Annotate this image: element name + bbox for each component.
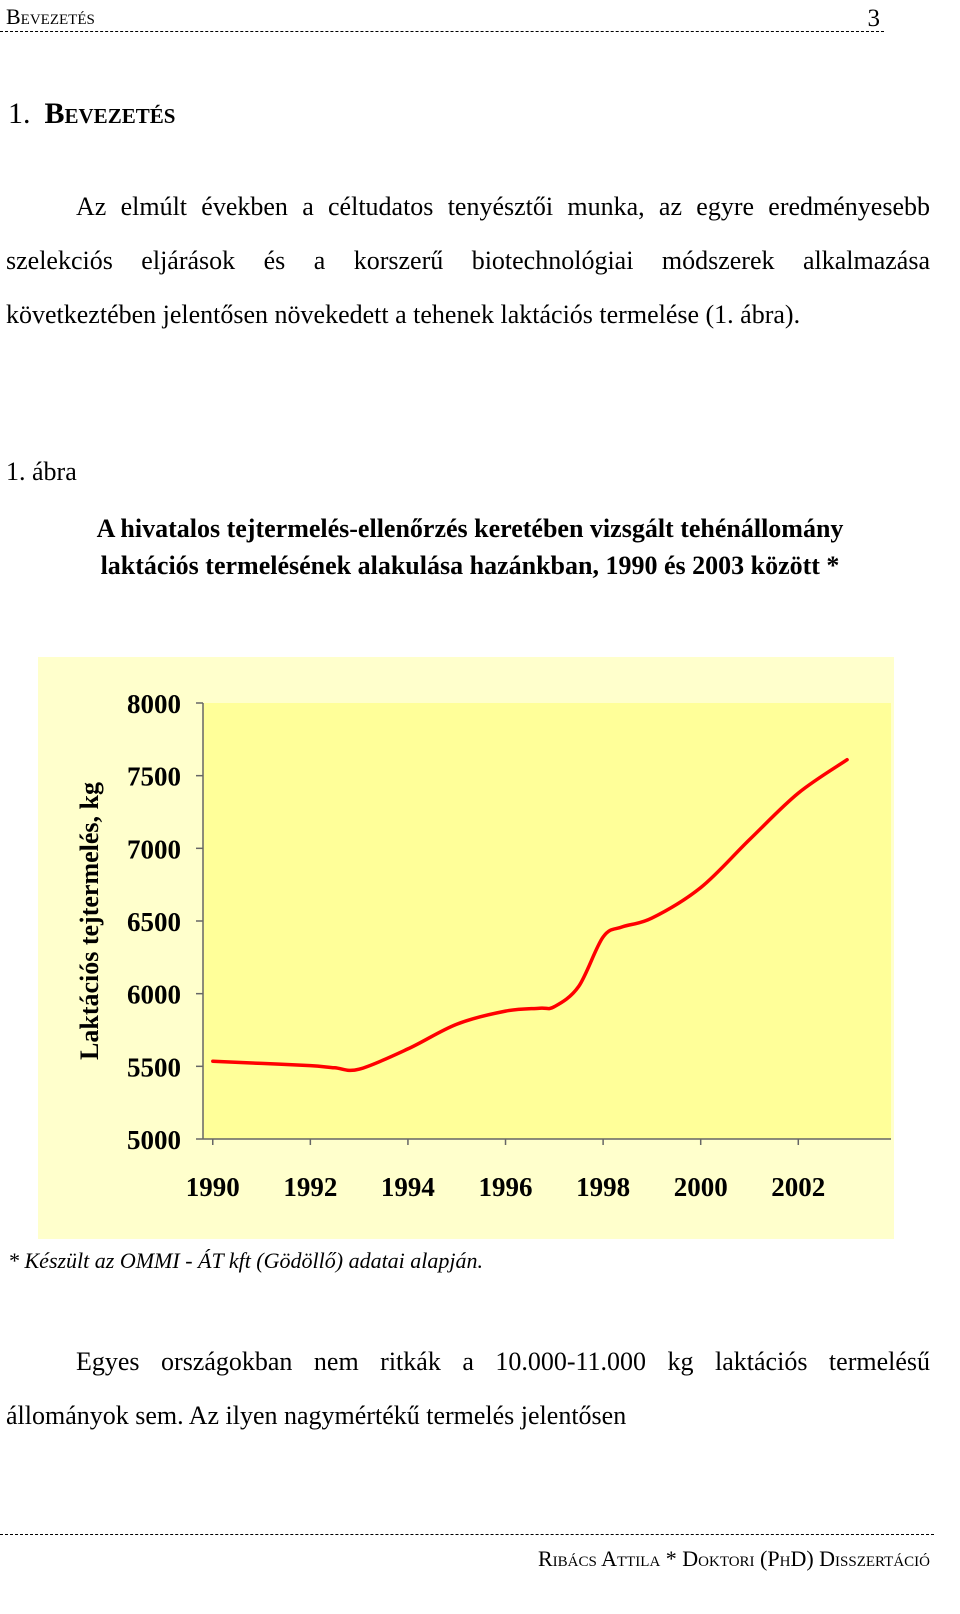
line-chart: 5000 5500 6000 6500 7000 7500 8000 1990 1992 1994…: [75, 689, 891, 1202]
x-tick-label: 1998: [576, 1172, 630, 1202]
x-tick-label: 1994: [381, 1172, 435, 1202]
intro-paragraph: Az elmúlt években a céltudatos tenyésztő…: [6, 180, 930, 342]
page-number: 3: [867, 5, 881, 32]
figure-caption-line-2: laktációs termelésének alakulása hazánkb…: [100, 551, 840, 580]
running-head-section: Bevezetés: [6, 4, 95, 29]
running-head: Bevezetés 3: [6, 2, 886, 32]
chapter-title-text: Bevezetés: [44, 97, 176, 130]
x-tick-label: 2002: [771, 1172, 825, 1202]
series-line: [211, 757, 849, 1073]
x-tick-label: 1990: [186, 1172, 240, 1202]
header-divider: [0, 31, 884, 32]
x-tick-label: 1992: [283, 1172, 337, 1202]
footer-divider: [0, 1534, 934, 1535]
plot-background: [203, 703, 891, 1139]
footer-text: Ribács Attila * Doktori (PhD) Disszertác…: [537, 1546, 930, 1571]
figure-footnote: * Készült az OMMI - ÁT kft (Gödöllő) ada…: [8, 1248, 484, 1273]
figure-caption-line-1: A hivatalos tejtermelés-ellenőrzés keret…: [96, 514, 844, 543]
intro-paragraph-text: Az elmúlt években a céltudatos tenyésztő…: [6, 192, 930, 329]
second-paragraph-text: Egyes országokban nem ritkák a 10.000-11…: [6, 1347, 930, 1430]
y-tick-label: 6000: [127, 980, 181, 1010]
figure-label: 1. ábra: [6, 457, 77, 486]
x-tick-label: 2000: [674, 1172, 728, 1202]
y-tick-label: 7000: [127, 834, 181, 864]
y-tick-label: 6500: [127, 907, 181, 937]
chapter-title: 1. Bevezetés: [8, 94, 175, 134]
figure-caption: A hivatalos tejtermelés-ellenőrzés keret…: [0, 510, 940, 584]
y-tick-label: 7500: [127, 762, 181, 792]
y-axis-title: Laktációs tejtermelés, kg: [75, 782, 104, 1060]
x-tick-label: 1996: [479, 1172, 533, 1202]
y-tick-label: 5000: [127, 1125, 181, 1155]
y-tick-label: 5500: [127, 1052, 181, 1082]
second-paragraph: Egyes országokban nem ritkák a 10.000-11…: [6, 1335, 930, 1443]
chart-area: 5000 5500 6000 6500 7000 7500 8000 1990 1992 1994…: [38, 657, 894, 1239]
chapter-number: 1.: [8, 97, 31, 130]
y-tick-label: 8000: [127, 689, 181, 719]
